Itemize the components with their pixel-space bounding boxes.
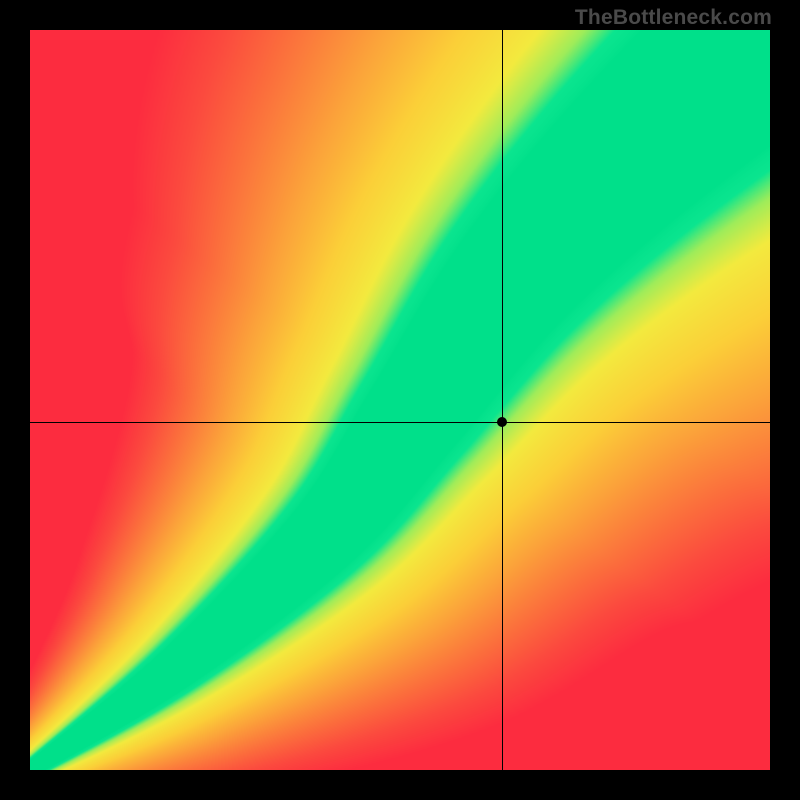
crosshair-marker	[497, 417, 507, 427]
crosshair-horizontal	[30, 422, 770, 423]
watermark-text: TheBottleneck.com	[575, 6, 772, 30]
heatmap-canvas	[30, 30, 770, 770]
crosshair-vertical	[502, 30, 503, 770]
heatmap-plot	[30, 30, 770, 770]
